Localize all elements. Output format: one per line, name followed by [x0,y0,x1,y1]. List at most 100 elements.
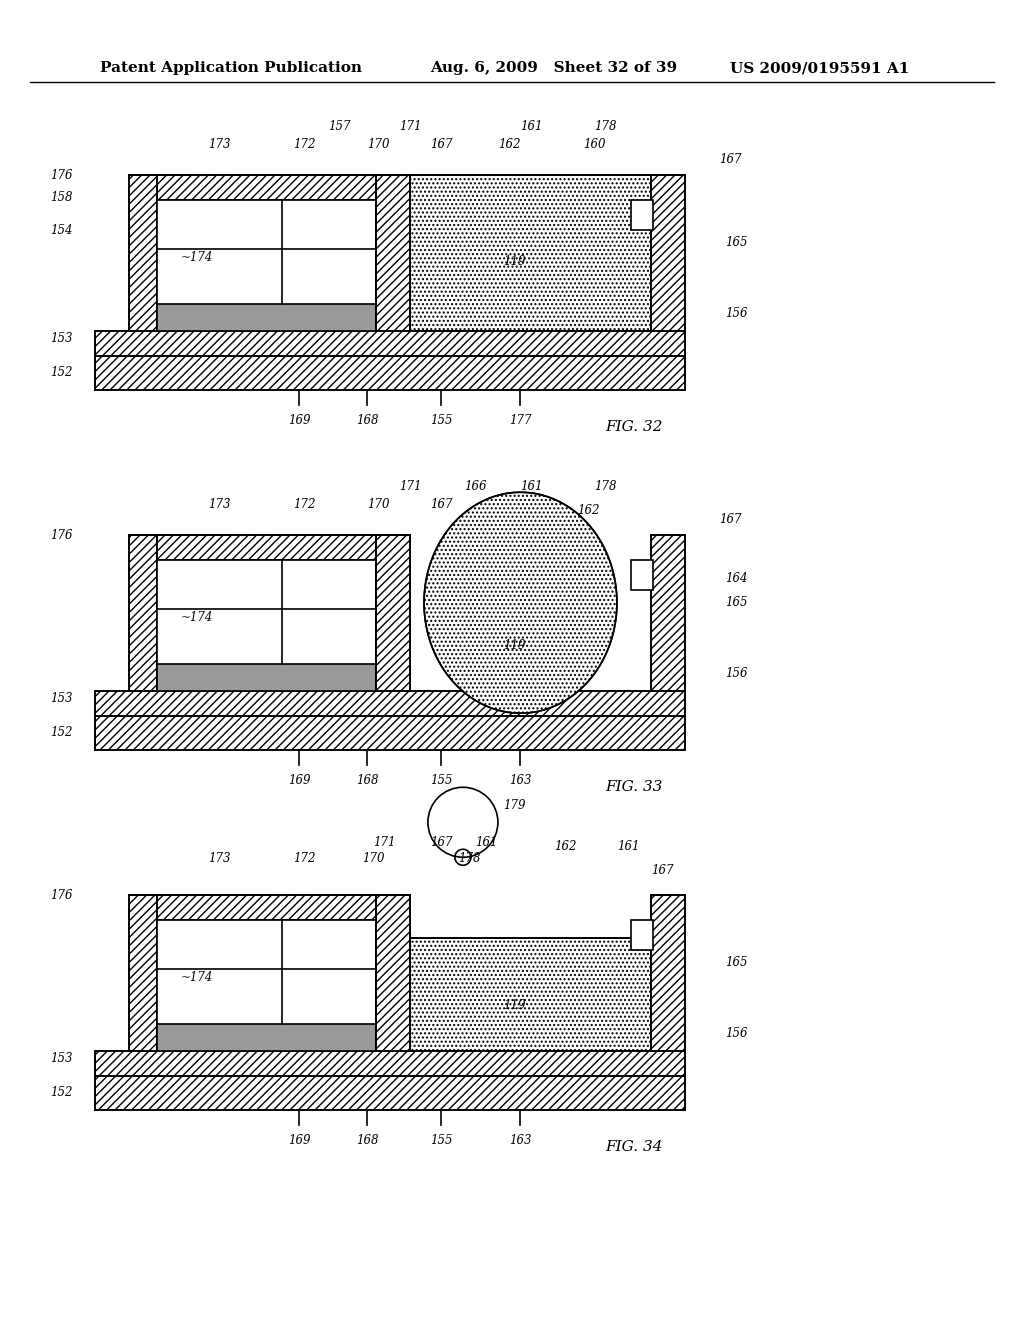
Bar [651,895,685,1051]
Text: 153: 153 [50,331,73,345]
Bar [129,535,158,692]
Text: 167: 167 [719,153,741,166]
Text: 169: 169 [288,414,310,428]
Text: 176: 176 [50,529,73,541]
Text: 119: 119 [504,639,526,652]
Bar [95,1051,685,1076]
Text: 152: 152 [50,367,73,379]
Bar [158,199,377,306]
Bar [129,535,158,692]
Text: 170: 170 [361,851,384,865]
Bar [95,715,685,750]
Text: 173: 173 [209,139,231,150]
Text: 155: 155 [430,775,453,787]
Bar [129,895,158,1051]
Bar [158,920,377,1027]
Text: 161: 161 [520,479,543,492]
Text: 161: 161 [520,120,543,132]
Text: 153: 153 [50,692,73,705]
Text: 119: 119 [504,255,526,268]
Bar [129,176,158,331]
Bar [129,895,401,920]
Text: 167: 167 [430,139,453,150]
Bar [377,895,411,1051]
Text: FIG. 32: FIG. 32 [605,420,664,434]
Text: 153: 153 [50,1052,73,1065]
Text: 162: 162 [555,840,578,853]
Bar [95,1076,685,1110]
Text: 173: 173 [209,851,231,865]
Text: 156: 156 [725,668,748,680]
Text: 171: 171 [373,836,395,849]
Bar [651,176,685,331]
Text: 177: 177 [509,414,531,428]
Bar [377,176,411,331]
Text: 171: 171 [399,120,422,132]
Polygon shape [424,492,616,713]
Bar [95,692,685,715]
Bar [411,939,651,1051]
Text: FIG. 33: FIG. 33 [605,780,664,793]
Text: 171: 171 [399,479,422,492]
Text: 158: 158 [50,191,73,203]
Bar [377,535,411,692]
Bar [95,355,685,389]
Text: 165: 165 [725,956,748,969]
Text: 162: 162 [498,139,520,150]
Text: 161: 161 [475,836,498,849]
Bar [95,1076,685,1110]
Text: 178: 178 [458,851,480,865]
Text: ~174: ~174 [181,611,213,624]
Text: 178: 178 [594,120,616,132]
Bar [411,939,651,1051]
Text: 157: 157 [328,120,350,132]
Bar [651,535,685,692]
Text: 167: 167 [430,836,453,849]
Bar [158,664,377,692]
Text: ~174: ~174 [181,251,213,264]
Text: 170: 170 [368,498,390,511]
Circle shape [428,787,498,857]
Text: 167: 167 [719,512,741,525]
Text: 119: 119 [504,999,526,1012]
Text: FIG. 34: FIG. 34 [605,1139,664,1154]
Bar [95,331,685,355]
Text: ~174: ~174 [181,972,213,983]
Text: 152: 152 [50,1086,73,1100]
Text: Aug. 6, 2009   Sheet 32 of 39: Aug. 6, 2009 Sheet 32 of 39 [430,61,677,75]
Text: 172: 172 [294,139,316,150]
Text: 167: 167 [430,498,453,511]
Bar [651,535,685,692]
Bar [631,920,653,950]
Text: 165: 165 [725,597,748,610]
Text: 155: 155 [430,1134,453,1147]
Text: 164: 164 [725,572,748,585]
Bar [95,1051,685,1076]
Text: 172: 172 [294,498,316,511]
Text: 178: 178 [594,479,616,492]
Text: 156: 156 [725,1027,748,1040]
Bar [95,355,685,389]
Text: 167: 167 [651,865,674,878]
Text: 163: 163 [509,1134,531,1147]
Text: US 2009/0195591 A1: US 2009/0195591 A1 [730,61,909,75]
Bar [129,535,401,560]
Bar [377,895,411,1051]
Bar [631,199,653,231]
Text: 168: 168 [356,775,379,787]
Text: 161: 161 [617,840,640,853]
Bar [377,535,411,692]
Text: 168: 168 [356,1134,379,1147]
Text: 156: 156 [725,308,748,321]
Bar [411,176,651,331]
Text: 168: 168 [356,414,379,428]
Bar [95,331,685,355]
Bar [411,176,651,331]
Text: 154: 154 [50,224,73,238]
Bar [129,895,401,920]
Bar [158,1024,377,1051]
Bar [158,560,377,667]
Bar [377,176,411,331]
Bar [129,176,158,331]
Text: 166: 166 [464,479,486,492]
